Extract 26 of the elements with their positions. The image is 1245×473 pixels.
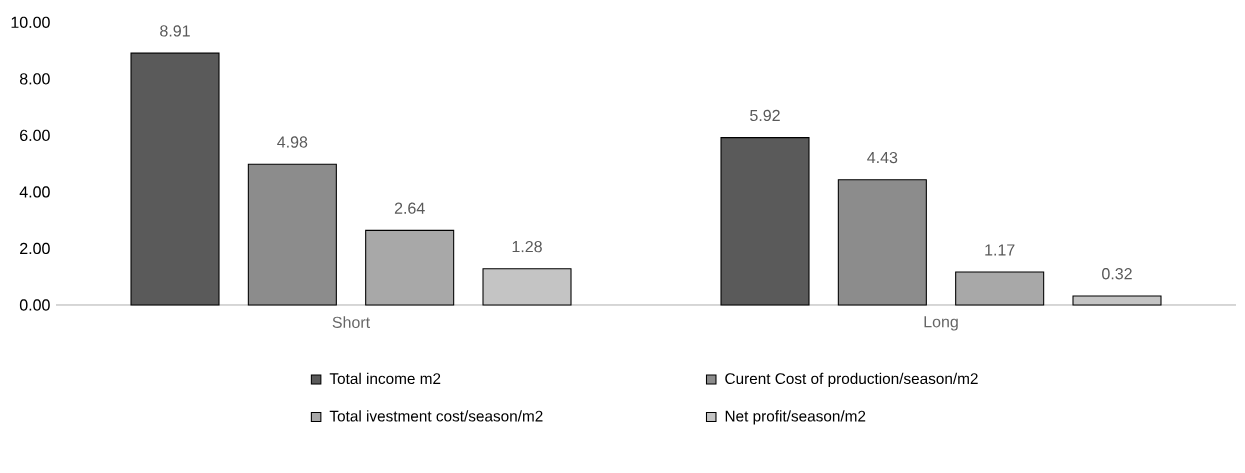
data-label: 4.43 (867, 151, 898, 164)
y-tick-label: 10.00 (11, 16, 50, 28)
data-label: 0.32 (1102, 268, 1132, 280)
y-tick-label: 8.00 (19, 73, 50, 85)
y-tick-label: 0.00 (19, 299, 50, 311)
data-label: 8.91 (160, 25, 190, 37)
y-tick-label: 2.00 (20, 242, 50, 255)
legend-label: Net profit/season/m2 (725, 410, 866, 425)
legend-label: Total ivestment cost/season/m2 (329, 410, 543, 422)
data-label: 1.28 (512, 240, 542, 253)
x-tick-label: Short (332, 316, 371, 329)
data-label: 4.98 (277, 136, 308, 148)
x-tick-label: Long (924, 316, 958, 331)
y-tick-label: 4.00 (19, 186, 50, 198)
legend-label: Curent Cost of production/season/m2 (725, 372, 978, 388)
bar (837, 179, 927, 306)
bar (365, 229, 455, 306)
bar (482, 268, 572, 306)
data-label: 2.64 (394, 202, 425, 214)
data-label: 1.17 (985, 244, 1015, 256)
bar (1072, 295, 1162, 306)
bar (955, 271, 1045, 306)
y-tick-label: 6.00 (20, 129, 50, 142)
bar (247, 163, 337, 306)
data-label: 5.92 (750, 109, 780, 122)
legend-label: Total income m2 (329, 372, 441, 385)
